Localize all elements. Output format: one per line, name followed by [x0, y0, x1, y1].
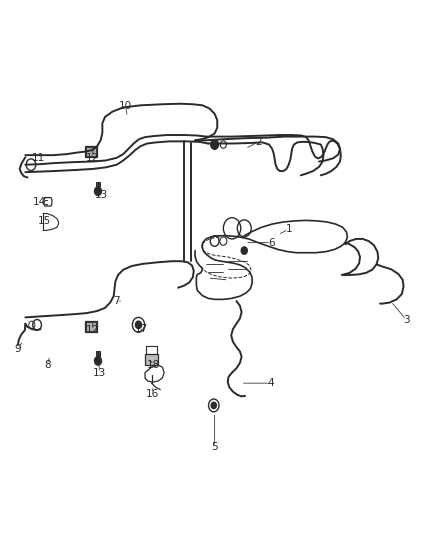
Text: 4: 4 [268, 378, 275, 388]
Circle shape [135, 321, 141, 328]
Text: 16: 16 [146, 389, 159, 399]
Text: 7: 7 [113, 296, 120, 306]
Bar [86, 321, 96, 331]
Circle shape [95, 357, 102, 365]
Text: 3: 3 [403, 314, 410, 325]
Text: 13: 13 [95, 190, 108, 200]
Text: 10: 10 [119, 101, 132, 111]
Text: 11: 11 [32, 153, 45, 163]
Text: 12: 12 [86, 153, 99, 163]
Text: 6: 6 [268, 238, 275, 248]
Text: 12: 12 [86, 325, 99, 335]
Circle shape [211, 402, 216, 409]
Text: 17: 17 [135, 324, 148, 334]
Text: 18: 18 [147, 360, 160, 369]
Bar [145, 354, 158, 365]
Text: 15: 15 [37, 216, 51, 227]
Circle shape [211, 140, 219, 149]
Text: 14: 14 [33, 197, 46, 207]
Text: 1: 1 [285, 224, 292, 235]
Bar [96, 351, 100, 356]
Text: 2: 2 [255, 137, 261, 147]
Bar [96, 182, 100, 186]
Circle shape [95, 187, 102, 196]
Text: 9: 9 [14, 344, 21, 354]
Bar [86, 147, 96, 156]
Text: 8: 8 [44, 360, 50, 369]
Text: 5: 5 [212, 442, 218, 452]
Text: 13: 13 [93, 368, 106, 377]
Bar [85, 320, 97, 332]
Bar [85, 146, 97, 157]
Circle shape [241, 247, 247, 254]
